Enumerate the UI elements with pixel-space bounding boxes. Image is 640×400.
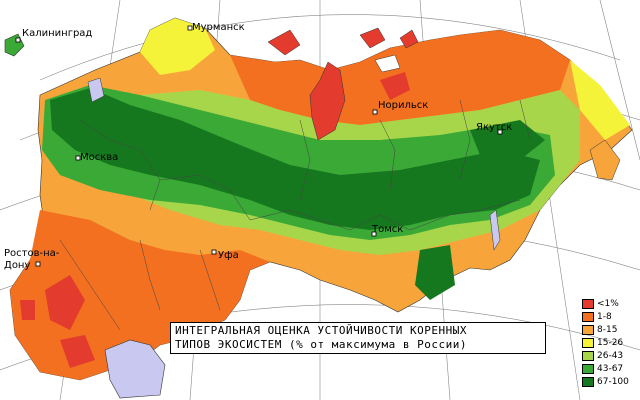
legend-item: 67-100 [582, 376, 640, 388]
legend-label: 8-15 [597, 325, 618, 335]
russia-landmass [4, 17, 633, 399]
city-yakutsk: Якутск [476, 122, 512, 133]
city-norilsk: Норильск [378, 100, 428, 111]
legend-item: 26-43 [582, 350, 640, 362]
legend-swatch [582, 364, 594, 374]
legend-swatch [582, 338, 594, 348]
legend-label: 43-67 [597, 364, 624, 374]
city-labels: Калининград Мурманск Москва Норильск Яку… [4, 22, 512, 271]
map-title-line-1: ИНТЕГРАЛЬНАЯ ОЦЕНКА УСТОЙЧИВОСТИ КОРЕННЫ… [175, 324, 468, 337]
legend-swatch [582, 299, 594, 309]
legend-label: <1% [597, 299, 619, 309]
city-ufa: Уфа [218, 250, 239, 261]
region-boundaries [59, 99, 531, 331]
legend-label: 67-100 [597, 377, 629, 387]
city-moskva: Москва [80, 152, 118, 163]
legend-swatch [582, 351, 594, 361]
map-title-box: ИНТЕГРАЛЬНАЯ ОЦЕНКА УСТОЙЧИВОСТИ КОРЕННЫ… [170, 322, 546, 354]
legend-swatch [582, 325, 594, 335]
legend-label: 1-8 [597, 312, 612, 322]
legend-item: 8-15 [582, 324, 640, 336]
city-rostov-line1: Ростов-на- [4, 248, 60, 259]
map-legend: <1% 1-8 8-15 15-26 26-43 43-67 67-100 [582, 298, 640, 389]
legend-swatch [582, 377, 594, 387]
city-kaliningrad: Калининград [22, 28, 92, 39]
city-markers [15, 25, 503, 267]
legend-label: 26-43 [597, 351, 624, 361]
city-rostov-line2: Дону [4, 260, 30, 271]
map-title-line-2: ТИПОВ ЭКОСИСТЕМ (% от максимума в России… [175, 338, 468, 351]
legend-item: 1-8 [582, 311, 640, 323]
legend-swatch [582, 312, 594, 322]
legend-item: <1% [582, 298, 640, 310]
legend-label: 15-26 [597, 338, 624, 348]
city-murmansk: Мурманск [192, 22, 245, 33]
city-tomsk: Томск [371, 224, 403, 235]
legend-item: 43-67 [582, 363, 640, 375]
legend-item: 15-26 [582, 337, 640, 349]
